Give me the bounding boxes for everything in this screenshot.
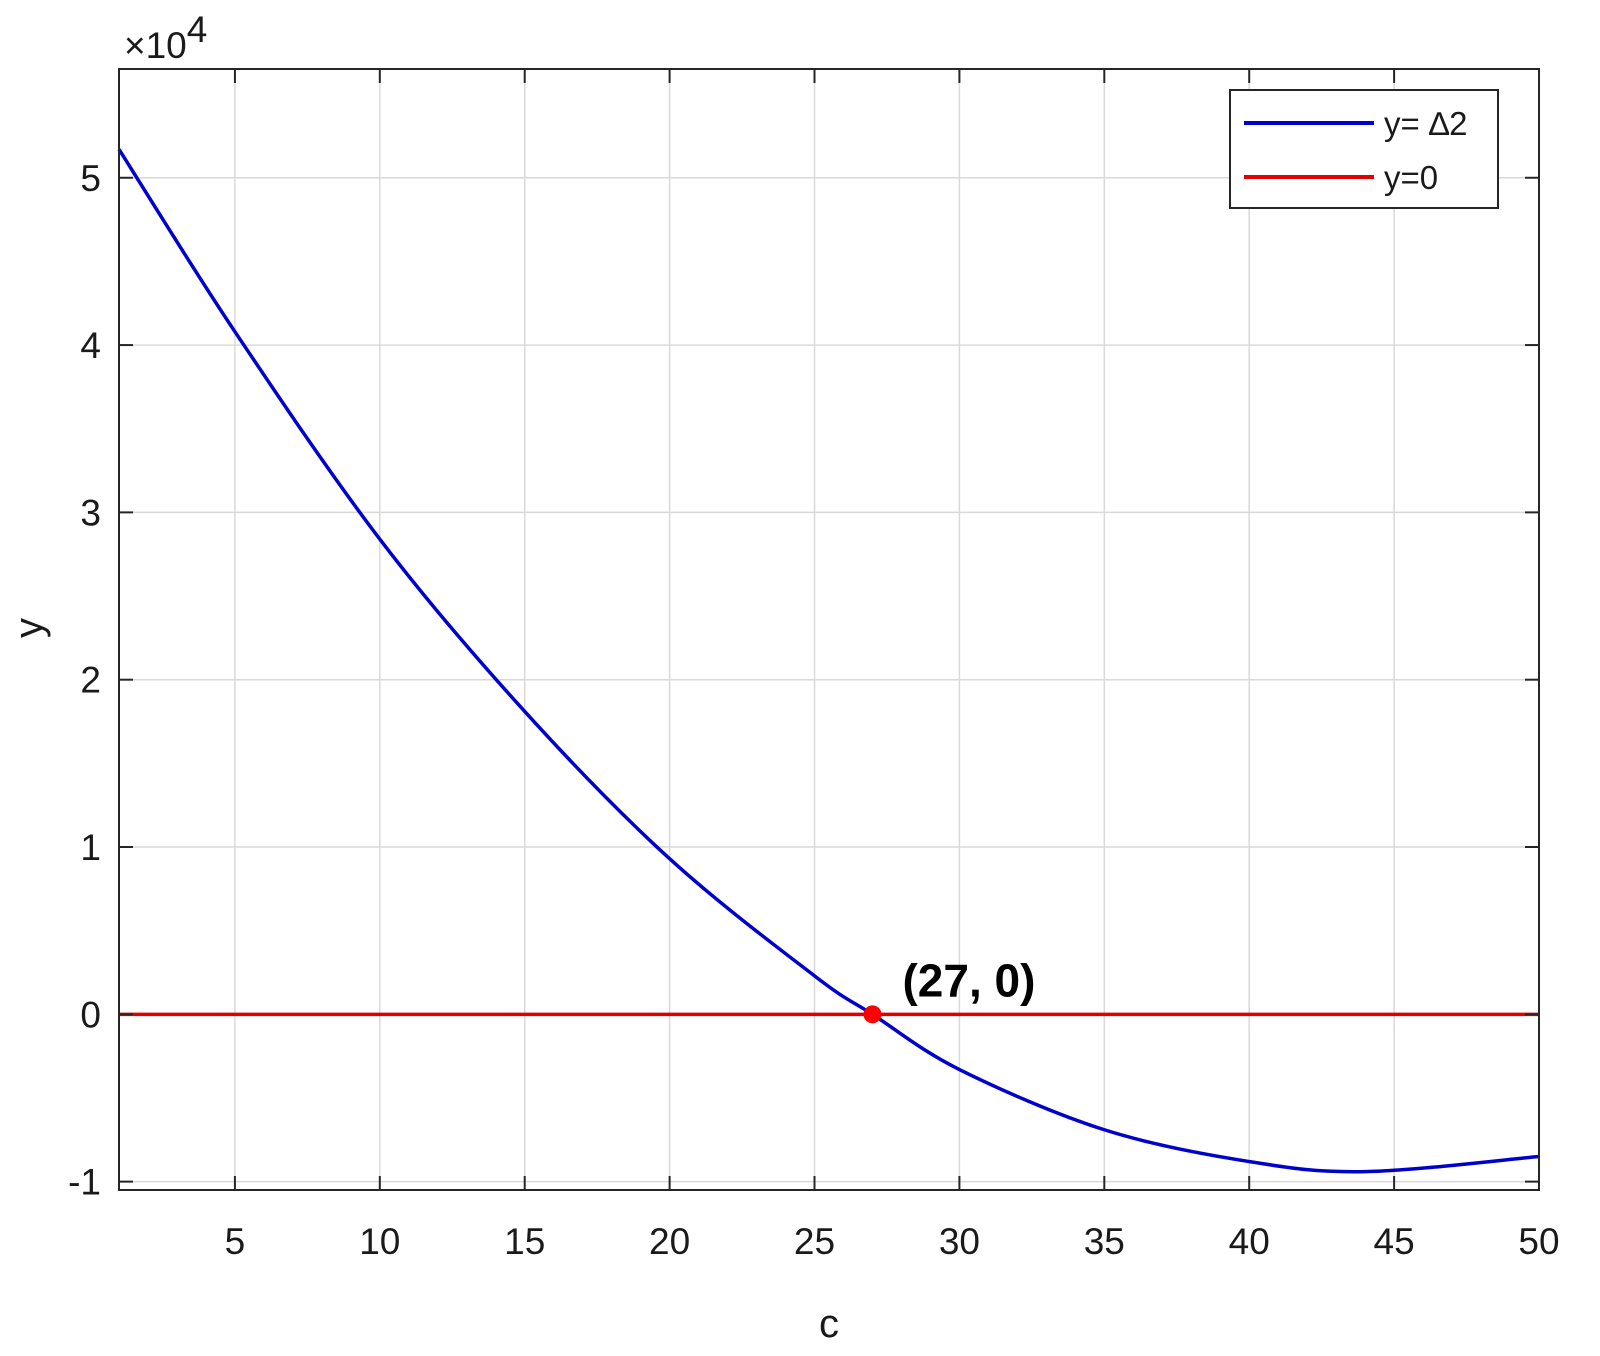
y-tick-label: 1 [80, 827, 101, 868]
x-tick-label: 35 [1084, 1221, 1125, 1262]
intersection-label: (27, 0) [902, 954, 1035, 1006]
y-tick-label: 3 [80, 492, 101, 533]
legend-box [1229, 89, 1499, 209]
x-tick-label: 10 [359, 1221, 400, 1262]
intersection-point [863, 1005, 882, 1024]
x-axis-label: c [819, 1302, 839, 1346]
grid [119, 69, 1540, 1190]
x-tick-label: 20 [649, 1221, 690, 1262]
legend-entry-series-1: y= ∆2 [1384, 105, 1467, 142]
y-axis-multiplier: ×104 [124, 9, 207, 66]
x-tick-label: 5 [225, 1221, 246, 1262]
y-tick-label: 5 [80, 158, 101, 199]
annotation-layer: (27, 0) [863, 954, 1035, 1024]
x-tick-label: 40 [1229, 1221, 1270, 1262]
y-axis-label: y [7, 618, 51, 638]
series-layer [117, 148, 1540, 1174]
plot-frame [118, 68, 1540, 1191]
legend-entry-series-2: y=0 [1384, 159, 1438, 196]
y-tick-label: 2 [80, 660, 101, 701]
x-tick-label: 30 [939, 1221, 980, 1262]
series-line-1 [117, 148, 1540, 1174]
x-tick-label: 50 [1518, 1221, 1559, 1262]
y-tick-label: 4 [80, 325, 101, 366]
x-tick-label: 45 [1374, 1221, 1415, 1262]
legend: y= ∆2 y=0 [1229, 89, 1499, 209]
x-tick-label: 15 [504, 1221, 545, 1262]
y-tick-label: 0 [80, 994, 101, 1035]
y-tick-label: -1 [68, 1162, 101, 1203]
x-tick-label: 25 [794, 1221, 835, 1262]
